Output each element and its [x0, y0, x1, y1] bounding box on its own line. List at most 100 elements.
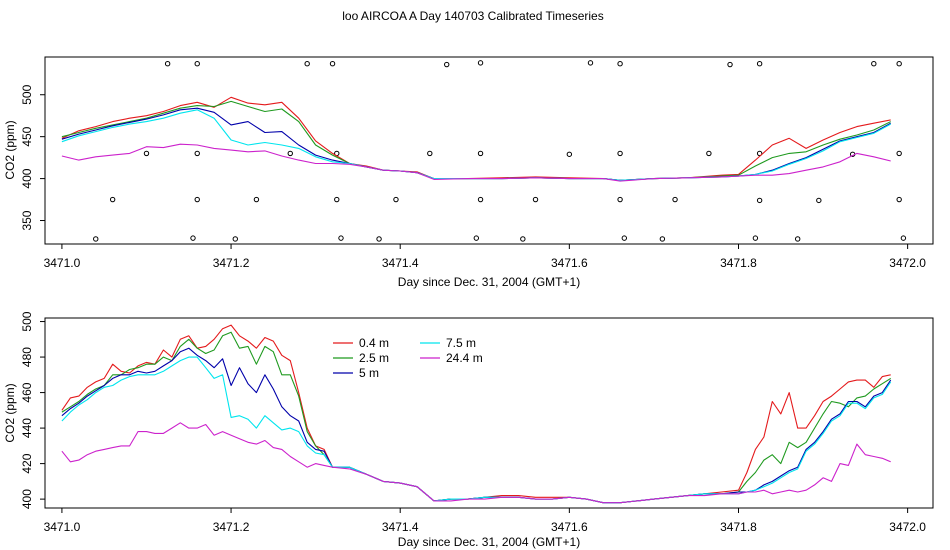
top-scatter-point: [617, 196, 623, 203]
bottom-x-tick-label: 3472.0: [889, 520, 926, 534]
top-scatter-point: [334, 196, 340, 203]
top-scatter-point: [752, 235, 759, 241]
top-scatter-point: [617, 61, 623, 67]
top-x-tick-label: 3471.8: [720, 256, 757, 270]
bottom-plot-frame: [44, 317, 934, 509]
bottom-series-24-4-m: [61, 422, 891, 504]
top-y-tick-label: 350: [20, 210, 34, 230]
top-series-lines: [61, 96, 891, 182]
top-y-axis-label: CO2 (ppm): [3, 120, 17, 179]
top-scatter-point: [659, 236, 666, 242]
legend-label: 2.5 m: [359, 351, 389, 365]
bottom-y-axis: 400 420 440 460 480 500: [20, 311, 45, 509]
top-scatter-point: [587, 60, 594, 66]
bottom-x-axis: 3471.0 3471.2 3471.4 3471.6 3471.8 3472.0: [44, 508, 926, 534]
top-scatter-point: [93, 236, 99, 242]
top-y-tick-label: 500: [20, 84, 34, 104]
legend-label: 24.4 m: [446, 351, 483, 365]
top-y-tick-label: 400: [20, 168, 34, 188]
bottom-y-axis-label: CO2 (ppm): [3, 383, 17, 442]
top-scatter-point: [896, 150, 902, 157]
legend-item-24-4-m: 24.4 m: [420, 351, 483, 365]
bottom-x-tick-label: 3471.4: [382, 520, 419, 534]
top-scatter-point: [727, 61, 733, 68]
top-scatter-point: [621, 235, 628, 241]
top-scatter-point: [287, 150, 293, 157]
top-scatter-point: [444, 61, 450, 68]
legend-label: 5 m: [359, 366, 379, 380]
top-x-axis: 3471.0 3471.2 3471.4 3471.6 3471.8 3472.0: [44, 244, 926, 270]
legend-item-7-5-m: 7.5 m: [420, 336, 476, 350]
bottom-y-tick-label: 420: [20, 453, 34, 473]
bottom-x-tick-label: 3471.0: [44, 520, 81, 534]
bottom-x-axis-label: Day since Dec. 31, 2004 (GMT+1): [398, 535, 580, 549]
top-x-tick-label: 3472.0: [889, 256, 926, 270]
top-scatter-point: [672, 196, 678, 203]
top-x-axis-label: Day since Dec. 31, 2004 (GMT+1): [398, 275, 580, 289]
top-scatter-point: [900, 235, 907, 241]
top-scatter-point: [376, 236, 382, 242]
bottom-x-tick-label: 3471.2: [213, 520, 250, 534]
top-scatter-point: [194, 61, 200, 67]
top-scatter-point: [427, 150, 433, 157]
top-scatter-point: [304, 61, 310, 67]
top-scatter-point: [756, 197, 763, 204]
bottom-x-tick-label: 3471.8: [720, 520, 757, 534]
legend-item-2-5-m: 2.5 m: [333, 351, 389, 365]
top-x-tick-label: 3471.6: [551, 256, 588, 270]
top-scatter-point: [477, 150, 484, 157]
top-scatter-point: [566, 151, 573, 157]
top-series-24-4-m: [61, 143, 891, 182]
legend-label: 0.4 m: [359, 336, 389, 350]
top-plot-frame: [44, 56, 934, 245]
bottom-y-tick-label: 480: [20, 347, 34, 367]
top-scatter-point: [109, 196, 116, 203]
top-scatter-point: [617, 150, 623, 157]
top-scatter-point: [520, 236, 526, 242]
bottom-series-7-5-m: [61, 356, 892, 504]
top-scatter-point: [473, 235, 480, 241]
top-scatter-point: [871, 61, 877, 67]
top-scatter-point: [706, 150, 712, 157]
top-y-axis: 350 400 450 500: [20, 84, 45, 231]
top-series-7-5-m: [61, 109, 891, 181]
legend-label: 7.5 m: [446, 336, 476, 350]
legend: 0.4 m2.5 m5 m 7.5 m24.4 m: [333, 336, 483, 380]
top-scatter-point: [756, 61, 763, 67]
bottom-y-tick-label: 440: [20, 418, 34, 438]
top-scatter-point: [164, 61, 171, 67]
top-x-tick-label: 3471.2: [213, 256, 250, 270]
top-scatter-point: [338, 235, 344, 241]
top-scatter-point: [896, 61, 902, 67]
bottom-y-tick-label: 460: [20, 382, 34, 402]
top-scatter-point: [143, 150, 150, 157]
bottom-x-tick-label: 3471.6: [551, 520, 588, 534]
top-scatter-point: [532, 196, 539, 203]
top-y-tick-label: 450: [20, 126, 34, 146]
top-scatter-point: [794, 236, 801, 242]
top-x-tick-label: 3471.0: [44, 256, 81, 270]
top-scatter-point: [190, 235, 196, 241]
top-scatter-point: [477, 196, 484, 203]
legend-item-0-4-m: 0.4 m: [333, 336, 389, 350]
bottom-y-tick-label: 400: [20, 489, 34, 509]
chart-title: loo AIRCOA A Day 140703 Calibrated Times…: [342, 9, 603, 23]
top-scatter-point: [816, 197, 822, 204]
top-scatter-point: [896, 196, 902, 203]
top-x-tick-label: 3471.4: [382, 256, 419, 270]
top-scatter-point: [477, 60, 484, 66]
bottom-series-lines: [61, 324, 892, 504]
legend-item-5-m: 5 m: [333, 366, 379, 380]
bottom-y-tick-label: 500: [20, 311, 34, 331]
top-scatter-point: [393, 196, 399, 203]
top-scatter-point: [194, 196, 200, 203]
top-series-2-5-m: [61, 100, 891, 181]
top-scatter-point: [329, 61, 336, 67]
top-scatter-point: [194, 150, 200, 157]
top-scatter-point: [253, 196, 260, 203]
top-scatter-points: [93, 60, 907, 242]
top-scatter-point: [232, 236, 238, 242]
